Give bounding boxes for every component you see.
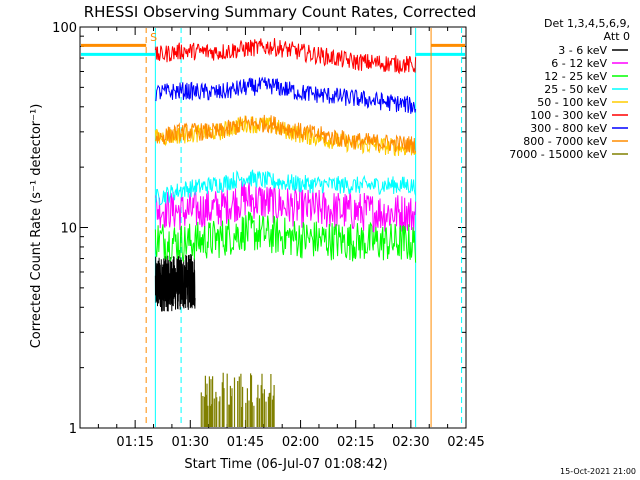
series-300-800kev (155, 76, 417, 114)
series-800-7000kev (154, 114, 417, 154)
series-line (154, 38, 417, 75)
x-tick-label: 01:15 (116, 435, 153, 450)
legend-entry-label: 300 - 800 keV (530, 122, 607, 135)
plot-content: S (81, 28, 465, 427)
y-tick-label: 100 (52, 21, 77, 36)
series-12-25kev (154, 211, 417, 263)
x-tick-label: 02:45 (447, 435, 484, 450)
legend-entry-label: 3 - 6 keV (558, 44, 607, 57)
series-line (154, 169, 417, 206)
series-line (154, 180, 417, 235)
series-line (200, 372, 275, 427)
legend-entry-label: 100 - 300 keV (530, 109, 607, 122)
legend-entry-label: 800 - 7000 keV (523, 135, 607, 148)
legend-entry-label: 12 - 25 keV (544, 70, 607, 83)
plot-area: 1 10 100 01:15 01:30 01:45 02:00 02:15 02:30 02:4… (52, 21, 485, 450)
y-tick-label: 1 (69, 422, 77, 437)
series-100-300kev (154, 38, 417, 75)
y-tick-label: 10 (60, 222, 77, 237)
series-line (155, 76, 417, 114)
series-25-50kev (154, 169, 417, 206)
legend-title: Det 1,3,4,5,6,9, (544, 17, 630, 30)
x-tick-label: 02:15 (337, 435, 374, 450)
x-axis-label: Start Time (06-Jul-07 01:08:42) (184, 457, 387, 472)
marker-label: S (150, 31, 157, 44)
series-7000-15000kev (200, 372, 275, 427)
legend-title: Att 0 (604, 30, 630, 43)
legend-entry-label: 25 - 50 keV (544, 83, 607, 96)
x-tick-label: 02:30 (392, 435, 429, 450)
series-6-12kev (154, 180, 417, 235)
legend-entry-label: 6 - 12 keV (551, 57, 607, 70)
x-tick-label: 01:30 (172, 435, 209, 450)
series-line (154, 114, 417, 154)
legend-entry-label: 50 - 100 keV (537, 96, 607, 109)
series-3-6kev (154, 254, 196, 312)
chart-title: RHESSI Observing Summary Count Rates, Co… (84, 3, 477, 21)
legend-entry-label: 7000 - 15000 keV (509, 148, 607, 161)
series-line (154, 254, 196, 312)
y-axis-label: Corrected Count Rate (s⁻¹ detector⁻¹) (29, 104, 44, 349)
x-tick-label: 01:45 (227, 435, 264, 450)
x-tick-label: 02:00 (282, 435, 319, 450)
footer-date: 15-Oct-2021 21:00 (560, 467, 636, 476)
series-line (154, 211, 417, 263)
